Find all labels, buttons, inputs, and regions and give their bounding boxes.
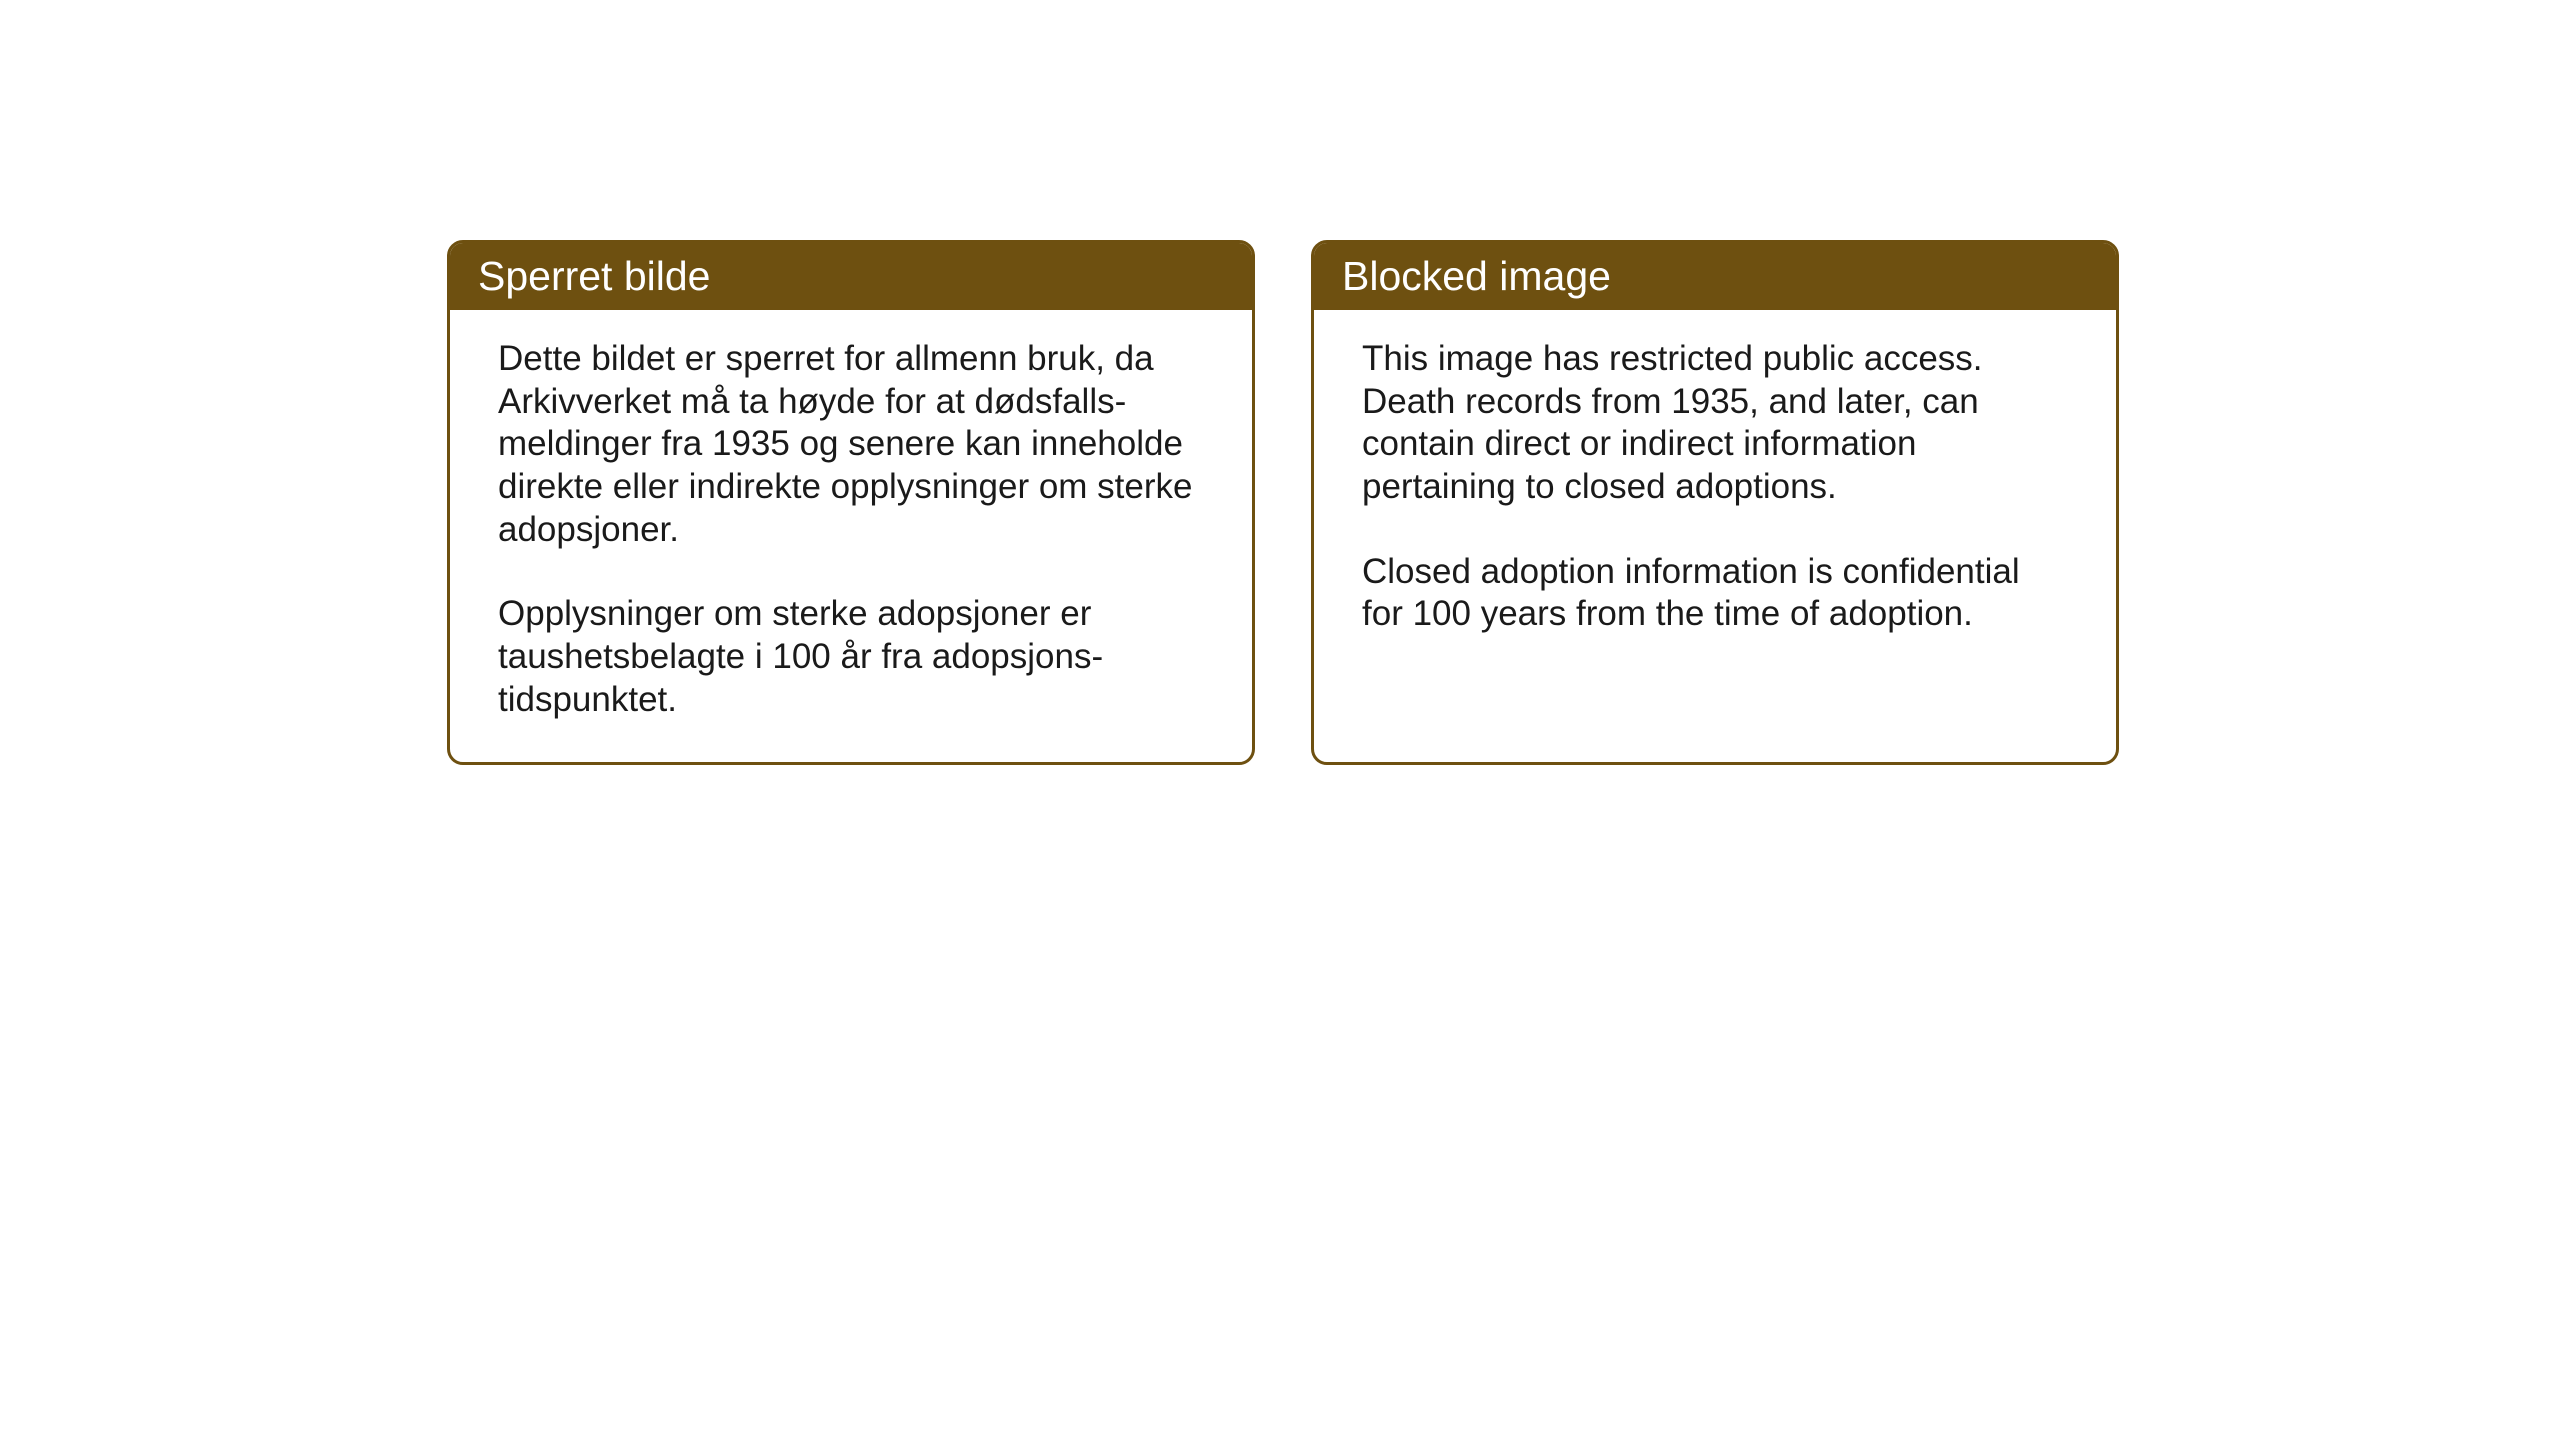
notice-card-norwegian: Sperret bilde Dette bildet er sperret fo… (447, 240, 1255, 765)
card-body-english: This image has restricted public access.… (1314, 310, 2116, 676)
card-body-norwegian: Dette bildet er sperret for allmenn bruk… (450, 310, 1252, 762)
card-paragraph-1-norwegian: Dette bildet er sperret for allmenn bruk… (498, 338, 1204, 551)
card-paragraph-2-norwegian: Opplysninger om sterke adopsjoner er tau… (498, 593, 1204, 721)
card-title-norwegian: Sperret bilde (478, 253, 710, 299)
notice-card-english: Blocked image This image has restricted … (1311, 240, 2119, 765)
card-header-english: Blocked image (1314, 243, 2116, 310)
notice-container: Sperret bilde Dette bildet er sperret fo… (447, 240, 2119, 765)
card-title-english: Blocked image (1342, 253, 1611, 299)
card-paragraph-1-english: This image has restricted public access.… (1362, 338, 2068, 509)
card-paragraph-2-english: Closed adoption information is confident… (1362, 551, 2068, 636)
card-header-norwegian: Sperret bilde (450, 243, 1252, 310)
